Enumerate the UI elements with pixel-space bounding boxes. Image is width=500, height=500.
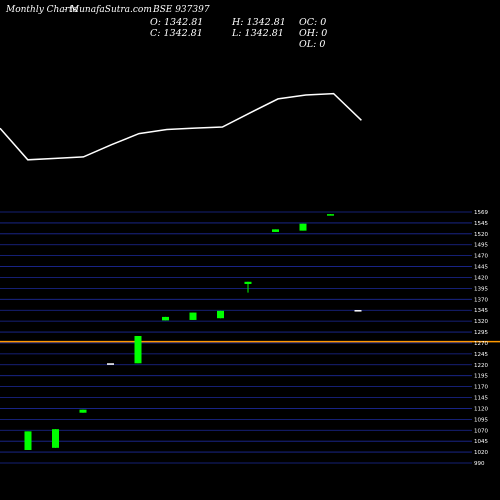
candle-body	[354, 310, 362, 312]
y-tick-label: 1195	[474, 374, 488, 380]
y-tick-label: 1569	[474, 210, 488, 216]
chart-period-label: Monthly Charts	[6, 5, 78, 15]
high-value: H: 1342.81	[232, 17, 286, 28]
candle-body	[24, 431, 32, 450]
y-tick-label: 1145	[474, 396, 488, 402]
candle-body	[189, 312, 197, 320]
y-tick-label: 1295	[474, 330, 488, 336]
candle-body	[134, 335, 142, 364]
y-tick-label: 1070	[474, 428, 488, 434]
y-tick-label: 1220	[474, 363, 488, 369]
y-tick-label: 1170	[474, 385, 488, 391]
candle-body	[299, 223, 307, 231]
open-high-diff: OH: 0	[299, 28, 328, 39]
y-tick-label: 1420	[474, 275, 488, 281]
close-value: C: 1342.81	[150, 28, 203, 39]
open-value: O: 1342.81	[150, 17, 204, 28]
y-tick-label: 1320	[474, 319, 488, 325]
candle-body	[79, 409, 87, 413]
grid-lines	[0, 211, 472, 464]
y-tick-label: 1495	[474, 243, 488, 249]
y-tick-label: 1370	[474, 297, 488, 303]
y-tick-label: 1345	[474, 308, 488, 314]
candle-body	[217, 310, 224, 319]
low-value: L: 1342.81	[232, 28, 284, 39]
candle-body	[327, 214, 334, 216]
y-tick-label: 1095	[474, 417, 488, 423]
y-tick-label: 1020	[474, 450, 488, 456]
site-label: - MunafaSutra.com	[64, 5, 152, 15]
y-tick-label: 1520	[474, 232, 488, 238]
y-axis-ticks: 1569 1545 1520 1495 1470 1445 1420 1395 1370 1345…	[474, 210, 488, 467]
candle-body	[244, 281, 252, 284]
y-tick-label: 1045	[474, 439, 488, 445]
y-tick-label: 1545	[474, 221, 488, 227]
open-low-diff: OL: 0	[299, 39, 326, 50]
candle-body	[162, 316, 169, 321]
open-close-diff: OC: 0	[299, 17, 327, 28]
candle-body	[52, 429, 59, 448]
y-tick-label: 1445	[474, 265, 488, 271]
symbol-label: BSE 937397	[153, 5, 210, 15]
y-tick-label: 990	[474, 461, 485, 467]
y-tick-label: 1270	[474, 341, 488, 347]
y-tick-label: 1245	[474, 352, 488, 358]
candle-body	[272, 229, 279, 232]
y-tick-label: 1470	[474, 254, 488, 260]
y-tick-label: 1395	[474, 286, 488, 292]
candle-body	[107, 363, 114, 365]
trend-line-layer	[0, 92, 362, 161]
trend-line	[0, 92, 362, 161]
y-tick-label: 1120	[474, 406, 488, 412]
candles-layer	[24, 214, 362, 450]
